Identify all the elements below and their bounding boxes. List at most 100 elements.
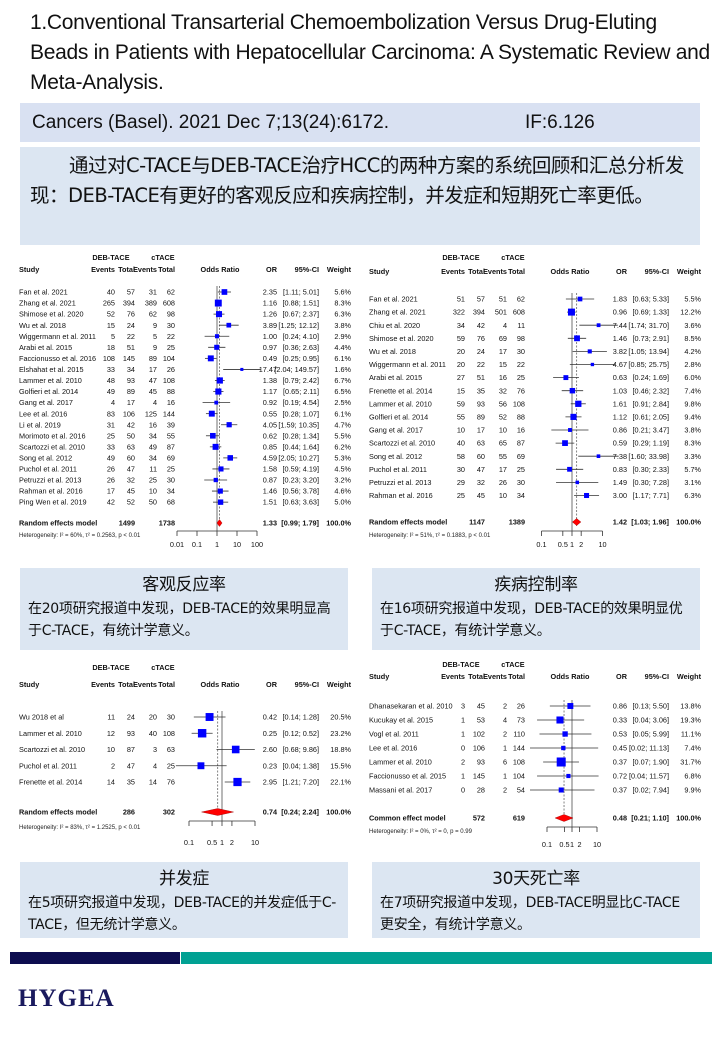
x-tick-label: 0.1 xyxy=(192,540,202,549)
header-total1: Total xyxy=(468,672,485,681)
ctace-events: 4 xyxy=(503,716,507,725)
study-or: 1.38 xyxy=(263,376,277,385)
study-ci: [1.05; 13.94] xyxy=(628,347,669,356)
pooled-ci: [0.21; 1.10] xyxy=(631,814,669,823)
deb-total: 32 xyxy=(477,478,485,487)
ctace-events: 15 xyxy=(499,360,507,369)
study-weight: 6.0% xyxy=(684,373,701,382)
study-ci: [0.25; 0.95] xyxy=(282,354,319,363)
ctace-total: 34 xyxy=(167,487,175,496)
caption-30day-mortality: 30天死亡率 在7项研究报道中发现，DEB-TACE明显比C-TACE更安全，有… xyxy=(372,862,700,938)
header-ci: 95%-CI xyxy=(295,265,319,274)
study-name: Lee et al. 2016 xyxy=(19,409,67,418)
pooled-total2: 1389 xyxy=(509,518,525,527)
study-name: Elshahat et al. 2015 xyxy=(19,365,84,374)
study-or: 0.63 xyxy=(613,373,627,382)
study-name: Shimose et al. 2020 xyxy=(19,310,84,319)
deb-total: 47 xyxy=(477,465,485,474)
ctace-events: 4 xyxy=(153,761,157,770)
header-odds-ratio: Odds Ratio xyxy=(201,265,240,274)
study-box xyxy=(567,703,574,709)
study-ci: [0.85; 25.75] xyxy=(628,360,669,369)
study-name: Faccionusso et al. 2015 xyxy=(369,772,446,781)
pooled-label: Common effect model xyxy=(369,814,446,823)
study-or: 0.37 xyxy=(613,786,627,795)
study-or: 0.25 xyxy=(263,729,277,738)
journal-citation: Cancers (Basel). 2021 Dec 7;13(24):6172. xyxy=(32,112,389,133)
ctace-events: 47 xyxy=(149,376,157,385)
study-name: Kucukay et al. 2015 xyxy=(369,716,433,725)
pooled-diamond xyxy=(201,808,234,816)
study-or: 0.92 xyxy=(263,398,277,407)
study-box xyxy=(216,377,223,384)
study-name: Lee et al. 2016 xyxy=(369,744,417,753)
ctace-events: 89 xyxy=(149,354,157,363)
study-name: Li et al. 2019 xyxy=(19,420,61,429)
study-weight: 13.8% xyxy=(680,702,701,711)
study-ci: [0.30; 2.33] xyxy=(632,465,669,474)
study-weight: 4.7% xyxy=(334,420,351,429)
study-box xyxy=(217,499,224,505)
deb-events: 40 xyxy=(107,288,115,297)
study-or: 3.89 xyxy=(263,321,277,330)
deb-total: 52 xyxy=(127,498,135,507)
ctace-events: 10 xyxy=(499,426,507,435)
study-ci: [2.04; 149.57] xyxy=(274,365,319,374)
study-weight: 15.5% xyxy=(330,761,351,770)
study-name: Golfieri et al. 2014 xyxy=(369,413,428,422)
study-weight: 5.5% xyxy=(684,295,701,304)
citation-bar: Cancers (Basel). 2021 Dec 7;13(24):6172.… xyxy=(20,103,700,142)
header-study: Study xyxy=(19,680,40,689)
deb-total: 106 xyxy=(123,409,135,418)
study-box xyxy=(233,777,242,787)
study-box xyxy=(197,729,207,738)
study-weight: 6.3% xyxy=(334,310,351,319)
header-or: OR xyxy=(616,267,628,276)
deb-total: 57 xyxy=(127,288,135,297)
deb-events: 42 xyxy=(107,498,115,507)
study-box xyxy=(215,311,223,318)
header-events1: Events xyxy=(91,680,115,689)
study-weight: 6.2% xyxy=(334,442,351,451)
pooled-or: 1.33 xyxy=(263,519,277,528)
study-name: Puchol et al. 2011 xyxy=(369,465,427,474)
ctace-events: 3 xyxy=(153,745,157,754)
study-weight: 3.3% xyxy=(684,452,701,461)
deb-events: 10 xyxy=(457,426,465,435)
x-tick-label: 0.1 xyxy=(184,838,194,847)
study-ci: [0.63; 5.33] xyxy=(632,295,669,304)
study-box xyxy=(214,344,220,350)
study-name: Arabi et al. 2015 xyxy=(369,373,422,382)
study-ci: [0.24; 4.10] xyxy=(282,332,319,341)
x-tick-label: 0.5 xyxy=(559,840,569,849)
caption-heading: 疾病控制率 xyxy=(494,575,578,595)
x-tick-label: 0.1 xyxy=(542,840,552,849)
ctace-events: 31 xyxy=(149,288,157,297)
header-group1: DEB-TACE xyxy=(442,253,479,262)
study-name: Morimoto et al. 2016 xyxy=(19,431,86,440)
study-ci: [0.21; 3.47] xyxy=(632,426,669,435)
deb-events: 17 xyxy=(107,487,115,496)
study-or: 0.53 xyxy=(613,730,627,739)
study-or: 1.12 xyxy=(613,413,627,422)
study-ci: [0.02; 11.13] xyxy=(629,744,669,753)
x-tick-label: 2 xyxy=(577,840,581,849)
ctace-events: 14 xyxy=(149,778,157,787)
ctace-events: 2 xyxy=(503,786,507,795)
study-weight: 4.6% xyxy=(334,487,351,496)
ctace-total: 25 xyxy=(517,373,525,382)
ctace-total: 54 xyxy=(517,786,525,795)
ctace-total: 39 xyxy=(167,420,175,429)
study-ci: [0.44; 1.64] xyxy=(282,442,319,451)
caption-text: 在20项研究报道中发现，DEB-TACE的效果明显高于C-TACE，有统计学意义… xyxy=(28,601,331,639)
pooled-total2: 302 xyxy=(163,808,175,817)
heterogeneity-text: Heterogeneity: I² = 51%, τ² = 0.1883, p … xyxy=(369,533,491,539)
caption-text: 在16项研究报道中发现，DEB-TACE的效果明显优于C-TACE，有统计学意义… xyxy=(380,601,683,639)
deb-total: 45 xyxy=(127,487,135,496)
study-or: 0.49 xyxy=(263,354,277,363)
pooled-total2: 619 xyxy=(513,814,525,823)
header-weight: Weight xyxy=(677,672,702,681)
study-box xyxy=(577,296,583,302)
study-weight: 4.4% xyxy=(334,343,351,352)
caption-text: 在7项研究报道中发现，DEB-TACE明显比C-TACE更安全，有统计学意义。 xyxy=(380,895,680,933)
